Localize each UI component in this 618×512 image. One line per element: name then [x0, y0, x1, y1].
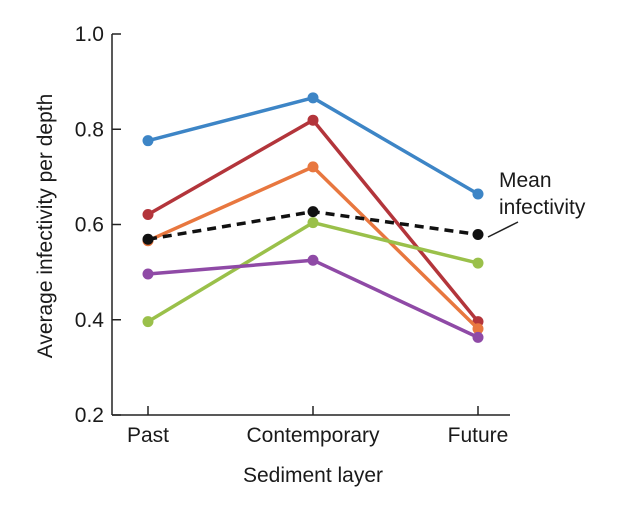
- data-point: [307, 92, 319, 104]
- annotation-leader-line: [487, 221, 519, 238]
- data-point: [142, 316, 154, 328]
- y-tick-label: 0.6: [75, 214, 104, 237]
- data-point: [142, 208, 154, 220]
- x-axis-title: Sediment layer: [243, 464, 383, 487]
- mean-data-point: [307, 206, 319, 218]
- data-point: [307, 217, 319, 229]
- mean-data-point: [142, 233, 154, 245]
- data-point: [472, 188, 484, 200]
- y-tick-label: 1.0: [75, 23, 104, 46]
- series-line: [147, 96, 479, 196]
- data-point: [142, 135, 154, 147]
- data-point: [142, 268, 154, 280]
- y-tick-label: 0.2: [75, 404, 104, 427]
- x-tick-label: Contemporary: [246, 424, 380, 447]
- mean-annotation: Mean infectivity: [487, 169, 586, 238]
- annotation-line-1: Mean: [499, 169, 552, 192]
- y-axis-title: Average infectivity per depth: [34, 94, 57, 359]
- series-line: [147, 258, 479, 339]
- data-point: [307, 114, 319, 126]
- data-point: [472, 257, 484, 269]
- series-line: [147, 165, 480, 331]
- data-point: [472, 331, 484, 343]
- data-point: [307, 254, 319, 266]
- x-ticks: Past Contemporary Future: [127, 406, 508, 447]
- x-tick-label: Future: [448, 424, 509, 447]
- series-line: [147, 220, 479, 324]
- data-point: [307, 161, 319, 173]
- y-tick-label: 0.4: [75, 309, 105, 332]
- x-tick-label: Past: [127, 424, 169, 447]
- series-group: [142, 92, 484, 343]
- annotation-line-2: infectivity: [499, 196, 586, 219]
- y-ticks: 0.2 0.4 0.6 0.8 1.0: [75, 23, 121, 427]
- data-point: [472, 323, 484, 335]
- y-tick-label: 0.8: [75, 118, 104, 141]
- mean-data-point: [472, 229, 484, 241]
